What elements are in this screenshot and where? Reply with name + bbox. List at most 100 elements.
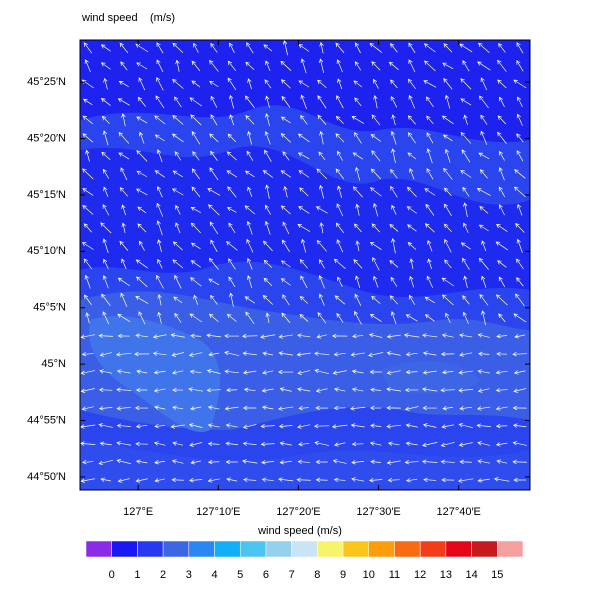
wind-arrow	[171, 477, 184, 483]
wind-arrow	[139, 240, 145, 251]
wind-arrow	[278, 424, 293, 429]
wind-arrow	[224, 333, 240, 339]
wind-arrow	[117, 333, 130, 339]
wind-arrow	[136, 369, 148, 374]
wind-arrow	[422, 387, 438, 392]
wind-arrow	[101, 151, 111, 160]
wind-arrow	[479, 205, 489, 214]
wind-arrow	[493, 477, 510, 482]
wind-arrow	[227, 77, 237, 91]
wind-arrow	[516, 277, 524, 287]
wind-arrow	[318, 274, 325, 289]
wind-arrow	[426, 96, 434, 108]
wind-arrow	[313, 423, 330, 429]
wind-arrow	[351, 441, 364, 447]
x-tick-label: 127°10′E	[196, 506, 240, 518]
wind-arrow	[208, 278, 220, 286]
wind-arrow	[263, 44, 273, 52]
wind-arrow	[174, 274, 182, 289]
wind-arrow	[332, 459, 347, 464]
wind-arrow	[300, 114, 308, 125]
wind-arrow	[406, 478, 418, 483]
wind-arrow	[515, 293, 525, 307]
wind-arrow	[265, 113, 271, 127]
wind-arrow	[171, 352, 184, 357]
wind-arrow	[426, 115, 434, 125]
wind-arrow	[477, 369, 490, 374]
wind-arrow	[462, 186, 470, 197]
wind-arrow	[173, 296, 183, 304]
wind-arrow	[82, 133, 94, 143]
wind-arrow	[207, 459, 220, 465]
colorbar-label: 7	[289, 569, 295, 581]
wind-arrow	[190, 206, 201, 213]
wind-arrow	[156, 59, 164, 73]
wind-arrow	[134, 405, 149, 411]
wind-arrow	[426, 275, 433, 288]
wind-arrow	[261, 460, 275, 465]
wind-arrow	[516, 113, 523, 126]
wind-arrow	[299, 313, 309, 322]
wind-arrow	[336, 203, 344, 217]
wind-arrow	[496, 333, 508, 339]
wind-arrow	[118, 80, 129, 87]
wind-arrow	[193, 42, 199, 53]
wind-arrow	[317, 95, 327, 109]
wind-arrow	[228, 258, 236, 270]
wind-arrow	[350, 423, 365, 428]
wind-arrow	[298, 405, 310, 411]
wind-arrow	[261, 388, 274, 393]
wind-arrow	[116, 441, 132, 446]
wind-arrow	[264, 204, 271, 215]
wind-arrow	[315, 206, 328, 214]
wind-arrow	[498, 186, 506, 198]
wind-arrow	[188, 423, 203, 428]
colorbar-box	[85, 540, 112, 558]
wind-arrow	[117, 313, 131, 323]
wind-arrow	[445, 312, 451, 323]
wind-arrow	[443, 43, 453, 53]
colorbar-label: 2	[160, 569, 166, 581]
wind-arrow	[442, 62, 454, 70]
wind-arrow	[245, 61, 255, 71]
wind-arrow	[297, 424, 311, 429]
wind-arrow	[208, 313, 219, 323]
wind-arrow	[208, 352, 220, 357]
wind-arrow	[80, 370, 95, 375]
wind-arrow	[80, 441, 96, 446]
wind-arrow	[517, 96, 523, 108]
wind-arrow	[224, 369, 240, 374]
wind-arrow	[444, 238, 452, 253]
wind-arrow	[101, 115, 110, 124]
wind-arrow	[226, 313, 237, 322]
wind-arrow	[459, 352, 473, 357]
wind-arrow	[371, 114, 381, 126]
wind-arrow	[226, 207, 237, 213]
wind-arrow	[463, 202, 468, 218]
wind-arrow	[207, 188, 221, 196]
wind-arrow	[516, 42, 524, 54]
wind-arrow	[297, 224, 311, 232]
wind-arrow	[103, 77, 108, 90]
wind-arrow	[228, 276, 236, 288]
wind-arrow	[172, 387, 184, 393]
wind-arrow	[116, 423, 131, 428]
colorbar-box	[137, 540, 164, 558]
wind-arrow	[513, 186, 526, 198]
wind-arrow	[390, 311, 397, 325]
wind-arrow	[154, 405, 166, 410]
wind-arrow	[208, 204, 220, 216]
wind-arrow	[135, 333, 149, 338]
wind-arrow	[333, 387, 346, 392]
wind-arrow	[172, 115, 184, 125]
wind-arrow	[136, 150, 148, 162]
wind-arrow	[297, 459, 310, 465]
wind-arrow	[154, 423, 166, 429]
wind-arrow	[499, 96, 505, 107]
wind-arrow	[226, 151, 237, 161]
wind-arrow	[135, 259, 148, 269]
wind-arrow	[496, 459, 508, 464]
wind-arrow	[462, 295, 470, 305]
wind-arrow	[207, 405, 220, 410]
